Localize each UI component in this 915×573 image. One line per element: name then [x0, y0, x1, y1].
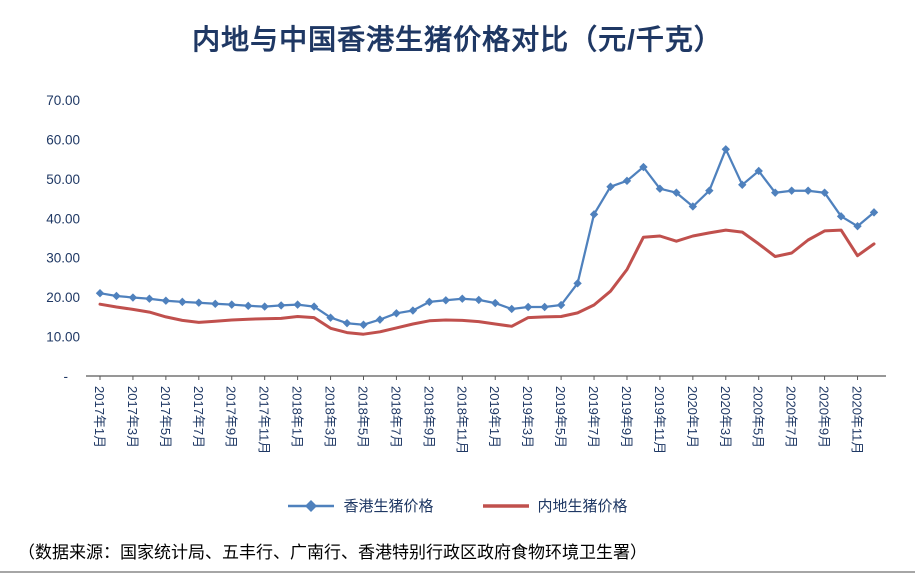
svg-text:70.00: 70.00 [46, 93, 80, 108]
svg-text:50.00: 50.00 [46, 172, 80, 187]
y-axis-labels: 70.00 60.00 50.00 40.00 30.00 20.00 10.00 - [46, 93, 80, 384]
mainland-series-marker-icon [482, 503, 529, 508]
svg-text:10.00: 10.00 [46, 330, 80, 345]
chart-title: 内地与中国香港生猪价格对比（元/千克） [192, 24, 723, 55]
svg-text:2020年9月: 2020年9月 [817, 386, 832, 448]
x-axis-ticks [99, 376, 859, 380]
legend-item-mainland: 内地生猪价格 [482, 495, 628, 516]
legend-label-hongkong: 香港生猪价格 [343, 498, 434, 515]
hongkong-series-marker-icon [288, 499, 335, 512]
svg-text:30.00: 30.00 [46, 251, 80, 266]
svg-text:2018年7月: 2018年7月 [388, 386, 403, 448]
data-source-note: （数据来源：国家统计局、五丰行、广南行、香港特别行政区政府食物环境卫生署） [18, 543, 647, 562]
svg-text:2017年3月: 2017年3月 [125, 386, 140, 448]
x-axis-labels: 2017年1月 2017年3月 2017年5月 2017年7月 2017年9月 2017年… [92, 386, 865, 454]
svg-text:60.00: 60.00 [46, 132, 80, 147]
svg-text:2020年1月: 2020年1月 [685, 386, 700, 448]
hongkong-price-markers [95, 145, 879, 329]
svg-text:2017年11月: 2017年11月 [257, 386, 272, 454]
svg-text:2020年5月: 2020年5月 [751, 386, 766, 448]
svg-text:2020年3月: 2020年3月 [718, 386, 733, 448]
svg-text:2019年1月: 2019年1月 [487, 386, 502, 448]
svg-text:2018年11月: 2018年11月 [454, 386, 469, 454]
svg-text:2017年5月: 2017年5月 [158, 386, 173, 448]
svg-text:40.00: 40.00 [46, 211, 80, 226]
svg-text:2019年3月: 2019年3月 [520, 386, 535, 448]
price-comparison-plot: 70.00 60.00 50.00 40.00 30.00 20.00 10.00 - 2017… [46, 93, 886, 454]
svg-text:2018年3月: 2018年3月 [323, 386, 338, 448]
svg-text:2018年1月: 2018年1月 [290, 386, 305, 448]
legend-item-hongkong: 香港生猪价格 [287, 495, 434, 516]
svg-text:2019年9月: 2019年9月 [619, 386, 634, 448]
svg-text:2018年5月: 2018年5月 [355, 386, 370, 448]
legend-label-mainland: 内地生猪价格 [537, 498, 628, 515]
bottom-divider [0, 571, 915, 573]
svg-text:2017年1月: 2017年1月 [92, 386, 107, 448]
svg-text:2019年5月: 2019年5月 [553, 386, 568, 448]
mainland-price-line [98, 228, 876, 336]
svg-text:2019年11月: 2019年11月 [652, 386, 667, 454]
chart-legend: 香港生猪价格 内地生猪价格 [0, 495, 915, 516]
svg-text:2020年7月: 2020年7月 [784, 386, 799, 448]
svg-text:2017年9月: 2017年9月 [224, 386, 239, 448]
svg-text:2020年11月: 2020年11月 [850, 386, 865, 454]
svg-text:2017年7月: 2017年7月 [191, 386, 206, 448]
svg-text:-: - [64, 369, 69, 384]
hongkong-price-line [98, 148, 876, 326]
svg-text:20.00: 20.00 [46, 290, 80, 305]
svg-text:2018年9月: 2018年9月 [421, 386, 436, 448]
svg-text:2019年7月: 2019年7月 [586, 386, 601, 448]
